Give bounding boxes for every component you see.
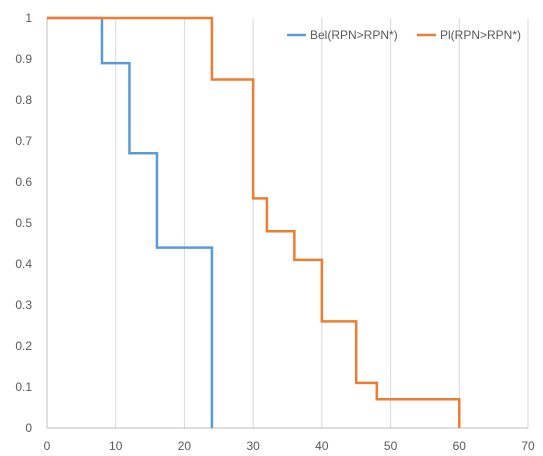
y-tick-label: 1 [25,11,32,25]
y-tick-label: 0.8 [15,93,32,107]
y-tick-label: 0.4 [15,257,32,271]
x-tick-label: 10 [109,439,123,453]
y-tick-label: 0.7 [15,134,32,148]
x-tick-label: 70 [521,439,535,453]
y-tick-label: 0.5 [15,216,32,230]
y-tick-label: 0.9 [15,52,32,66]
x-tick-label: 50 [384,439,398,453]
legend-item-bel: Bel(RPN>RPN*) [287,28,398,42]
y-tick-label: 0.2 [15,339,32,353]
x-tick-label: 40 [315,439,329,453]
x-tick-label: 0 [44,439,51,453]
x-tick-label: 30 [246,439,260,453]
y-tick-label: 0 [25,421,32,435]
series-line-bel [47,16,214,428]
series-line-pl [47,16,461,428]
x-tick-label: 20 [178,439,192,453]
legend-label: Pl(RPN>RPN*) [440,28,521,42]
axes [46,18,528,429]
series-lines [47,16,461,428]
grid-lines [115,18,529,428]
x-tick-label: 60 [453,439,467,453]
y-tick-label: 0.1 [15,380,32,394]
y-tick-label: 0.6 [15,175,32,189]
legend-item-pl: Pl(RPN>RPN*) [417,28,521,42]
legend-label: Bel(RPN>RPN*) [310,28,398,42]
legend: Bel(RPN>RPN*) Pl(RPN>RPN*) [287,28,521,42]
y-tick-label: 0.3 [15,298,32,312]
tick-labels: 00.10.20.30.40.50.60.70.80.910 10 20 30 40 50… [15,11,535,453]
